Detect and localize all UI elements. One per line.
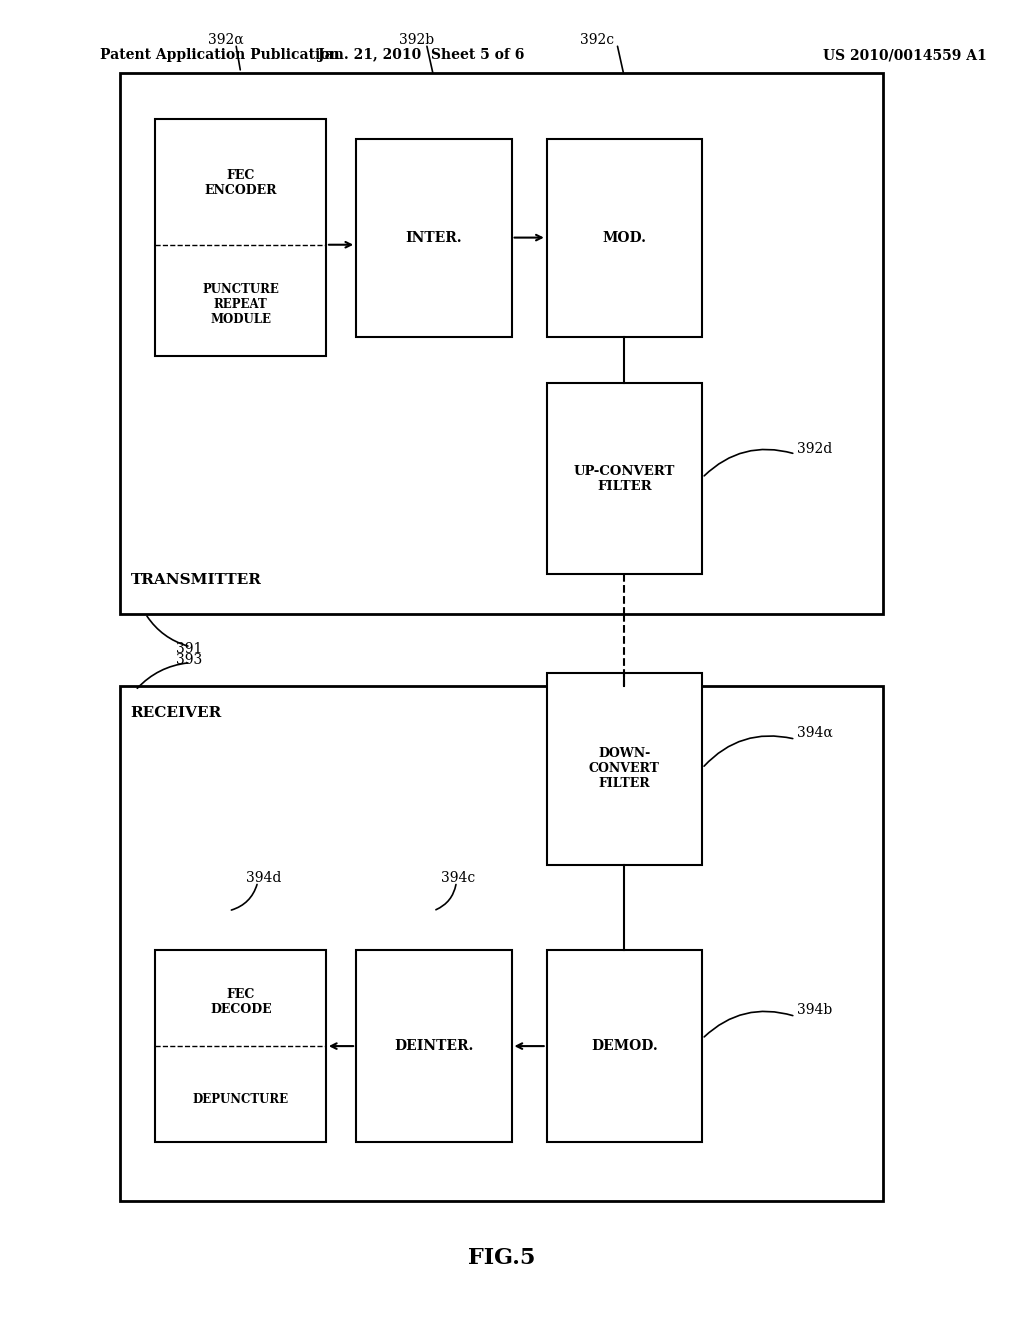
Text: INTER.: INTER. xyxy=(406,231,462,244)
FancyBboxPatch shape xyxy=(356,950,512,1142)
FancyBboxPatch shape xyxy=(121,686,883,1201)
Text: 392c: 392c xyxy=(580,33,614,46)
Text: UP-CONVERT
FILTER: UP-CONVERT FILTER xyxy=(573,465,675,492)
Text: DEMOD.: DEMOD. xyxy=(591,1039,657,1053)
Text: 394α: 394α xyxy=(798,726,834,739)
Text: PUNCTURE
REPEAT
MODULE: PUNCTURE REPEAT MODULE xyxy=(203,282,280,326)
Text: DEPUNCTURE: DEPUNCTURE xyxy=(193,1093,289,1106)
Text: 393: 393 xyxy=(175,653,202,667)
Text: 392b: 392b xyxy=(398,33,434,46)
Text: Patent Application Publication: Patent Application Publication xyxy=(100,49,340,62)
Text: 394c: 394c xyxy=(441,871,475,884)
Text: FEC
DECODE: FEC DECODE xyxy=(210,989,271,1016)
FancyBboxPatch shape xyxy=(356,139,512,337)
Text: MOD.: MOD. xyxy=(602,231,646,244)
FancyBboxPatch shape xyxy=(156,950,326,1142)
FancyBboxPatch shape xyxy=(121,73,883,614)
Text: US 2010/0014559 A1: US 2010/0014559 A1 xyxy=(822,49,986,62)
Text: Jan. 21, 2010  Sheet 5 of 6: Jan. 21, 2010 Sheet 5 of 6 xyxy=(318,49,524,62)
FancyBboxPatch shape xyxy=(547,673,702,865)
FancyBboxPatch shape xyxy=(547,383,702,574)
FancyBboxPatch shape xyxy=(547,950,702,1142)
Text: FEC
ENCODER: FEC ENCODER xyxy=(205,169,278,197)
FancyBboxPatch shape xyxy=(156,119,326,356)
Text: TRANSMITTER: TRANSMITTER xyxy=(130,573,261,587)
Text: 394b: 394b xyxy=(798,1003,833,1016)
Text: 391: 391 xyxy=(175,643,202,656)
Text: 394d: 394d xyxy=(246,871,282,884)
Text: RECEIVER: RECEIVER xyxy=(130,706,221,721)
Text: 392α: 392α xyxy=(208,33,244,46)
FancyBboxPatch shape xyxy=(547,139,702,337)
Text: DEINTER.: DEINTER. xyxy=(394,1039,473,1053)
Text: FIG.5: FIG.5 xyxy=(468,1247,536,1269)
Text: 392d: 392d xyxy=(798,442,833,455)
Text: DOWN-
CONVERT
FILTER: DOWN- CONVERT FILTER xyxy=(589,747,659,791)
